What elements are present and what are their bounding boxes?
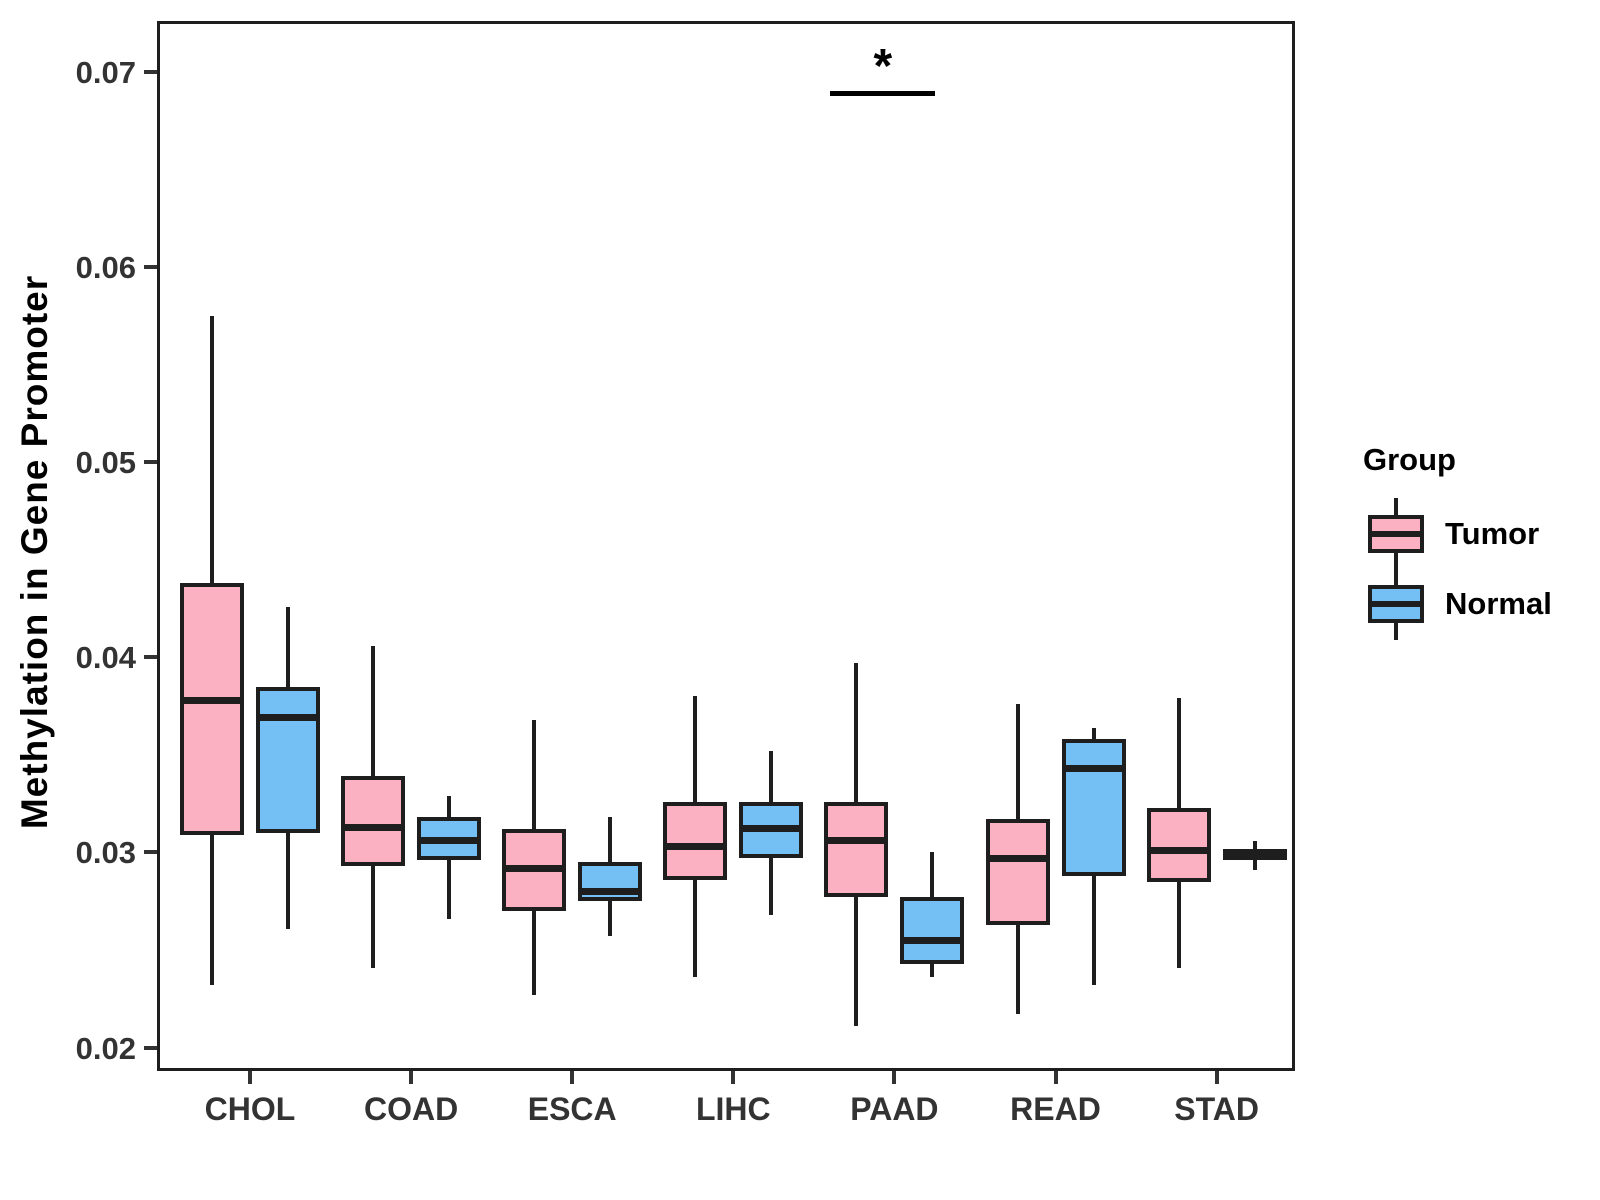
x-axis-tick-label: CHOL	[204, 1091, 296, 1127]
x-axis-tick	[409, 1071, 414, 1084]
median-tumor-coad	[341, 823, 406, 831]
x-axis-tick-label: ESCA	[527, 1091, 617, 1127]
legend-title: Group	[1363, 442, 1456, 477]
x-axis-tick-label: COAD	[363, 1091, 459, 1127]
x-axis-tick	[248, 1071, 252, 1084]
x-axis-tick-label: READ	[1010, 1091, 1101, 1127]
median-tumor-esca	[502, 864, 567, 872]
box-tumor-chol	[180, 583, 244, 835]
box-tumor-read	[985, 819, 1050, 925]
box-tumor-stad	[1146, 807, 1211, 882]
y-axis-tick	[144, 264, 157, 269]
y-axis-tick-label: 0.03	[75, 835, 136, 871]
y-axis-tick-label: 0.06	[75, 249, 136, 285]
y-axis-tick-label: 0.02	[75, 1030, 136, 1066]
significance-star: *	[873, 40, 893, 94]
legend-key-normal-boxplot-icon	[1368, 568, 1424, 640]
box-normal-esca	[578, 862, 643, 902]
y-axis-tick	[144, 460, 157, 465]
x-axis-tick	[892, 1071, 897, 1084]
y-axis-title: Methylation in Gene Promoter	[14, 274, 55, 830]
x-axis-tick-label: LIHC	[695, 1091, 771, 1127]
median-normal-lihc	[739, 825, 804, 833]
legend: Group Tumor Normal	[1330, 440, 1600, 670]
legend-label-normal: Normal	[1445, 586, 1552, 621]
median-tumor-chol	[180, 696, 244, 704]
y-axis-tick-label: 0.04	[75, 640, 136, 676]
median-normal-chol	[256, 714, 320, 722]
y-axis-tick	[144, 850, 157, 855]
x-axis-tick	[1053, 1071, 1058, 1084]
legend-glyph-median	[1368, 601, 1424, 607]
x-axis-tick-label: PAAD	[850, 1091, 939, 1127]
significance-bar	[830, 91, 936, 97]
y-axis-tick	[144, 655, 157, 660]
x-axis-tick	[570, 1071, 575, 1084]
median-normal-read	[1061, 764, 1126, 772]
median-tumor-lihc	[663, 843, 728, 851]
median-normal-stad	[1222, 850, 1287, 858]
box-tumor-lihc	[663, 801, 728, 880]
median-normal-esca	[578, 887, 643, 895]
box-normal-read	[1061, 739, 1126, 876]
box-normal-paad	[900, 897, 965, 964]
y-axis-tick	[144, 69, 157, 74]
box-normal-chol	[256, 686, 320, 833]
y-axis-tick	[144, 1045, 157, 1050]
x-axis-tick	[1214, 1071, 1219, 1084]
median-normal-paad	[900, 936, 965, 944]
x-axis-tick	[731, 1071, 736, 1084]
box-tumor-coad	[341, 776, 406, 867]
legend-key-tumor-boxplot-icon	[1368, 498, 1424, 570]
legend-glyph-median	[1368, 531, 1424, 537]
legend-label-tumor: Tumor	[1445, 516, 1540, 551]
plot-panel	[157, 21, 1295, 1071]
median-normal-coad	[417, 837, 482, 845]
median-tumor-paad	[824, 837, 889, 845]
median-tumor-stad	[1146, 846, 1211, 854]
box-tumor-paad	[824, 801, 889, 898]
y-axis-tick-label: 0.05	[75, 445, 136, 481]
y-axis-tick-label: 0.07	[75, 54, 136, 90]
x-axis-tick-label: STAD	[1174, 1091, 1259, 1127]
median-tumor-read	[985, 854, 1050, 862]
